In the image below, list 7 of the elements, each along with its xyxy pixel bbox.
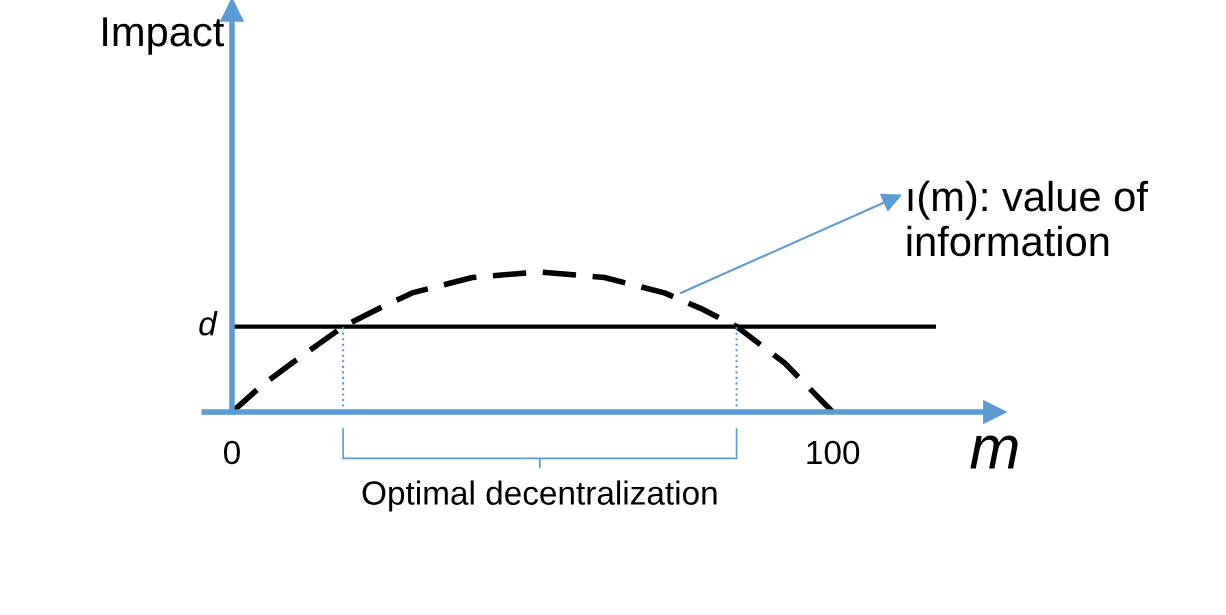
x-tick-label: 0: [223, 440, 240, 465]
annotation: ı(m): value of information: [907, 180, 1148, 257]
x-tick-label: 100: [807, 440, 860, 465]
text: Impact: [103, 17, 225, 55]
text: Optimal decentralization: [362, 480, 717, 512]
x-axis-title: m: [970, 435, 1018, 469]
ref-line-label: d: [199, 311, 218, 336]
